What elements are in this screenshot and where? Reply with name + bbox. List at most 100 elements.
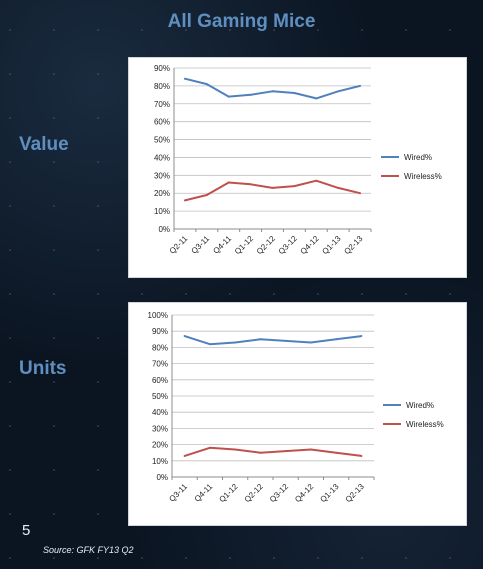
wired-data-point (293, 92, 296, 95)
units-label: Units (19, 358, 67, 379)
bg-dot (97, 117, 99, 119)
bg-dot (9, 425, 11, 427)
y-tick-label: 40% (154, 153, 170, 162)
units-chart: 0%10%20%30%40%50%60%70%80%90%100%Q3-11 Q4… (148, 311, 444, 504)
wired-series-line (184, 77, 361, 100)
bg-dot (9, 337, 11, 339)
x-tick-label: Q2-13 (344, 482, 366, 504)
wireless-series-line (184, 179, 361, 202)
wireless-data-point (208, 446, 211, 449)
y-tick-label: 80% (152, 343, 168, 352)
bg-dot (53, 249, 55, 251)
bg-dot (97, 73, 99, 75)
bg-dot (97, 337, 99, 339)
bg-dot (185, 557, 187, 559)
wireless-data-point (337, 186, 340, 189)
value-chart: 0%10%20%30%40%50%60%70%80%90%Q2-11 Q3-11 Q… (154, 64, 442, 256)
bg-dot (53, 513, 55, 515)
y-tick-label: 30% (154, 171, 170, 180)
y-tick-label: 70% (154, 100, 170, 109)
wireless-data-point (205, 194, 208, 197)
bg-dot (361, 293, 363, 295)
wired-data-point (309, 341, 312, 344)
y-tick-label: 60% (152, 376, 168, 385)
y-tick-label: 20% (154, 189, 170, 198)
legend-label: Wireless% (406, 420, 444, 429)
bg-dot (53, 425, 55, 427)
wired-data-point (183, 77, 186, 80)
bg-dot (9, 381, 11, 383)
y-tick-label: 90% (152, 327, 168, 336)
wired-data-point (208, 343, 211, 346)
bg-dot (449, 557, 451, 559)
x-tick-label: Q2-11 (168, 234, 190, 256)
bg-dot (9, 293, 11, 295)
wireless-data-point (183, 454, 186, 457)
x-tick-label: Q4-11 (193, 482, 215, 504)
bg-dot (53, 117, 55, 119)
wired-data-point (335, 338, 338, 341)
wired-data-point (359, 84, 362, 87)
bg-dot (97, 249, 99, 251)
wired-data-point (271, 90, 274, 93)
x-tick-label: Q3-11 (167, 482, 189, 504)
wireless-data-point (284, 450, 287, 453)
y-tick-label: 0% (158, 225, 170, 234)
page-number: 5 (22, 522, 31, 539)
units-chart-panel: 0% 10% 20% 30% 40% 50% 60% 70% 80% 90% 100% Q3-11 Q4… (128, 302, 467, 526)
source-note: Source: GFK FY13 Q2 (43, 545, 134, 555)
bg-dot (317, 293, 319, 295)
y-tick-label: 80% (154, 82, 170, 91)
y-tick-label: 40% (152, 408, 168, 417)
x-tick-label: Q3-12 (268, 482, 290, 504)
wireless-data-point (309, 448, 312, 451)
wired-data-point (227, 95, 230, 98)
wired-data-point (234, 341, 237, 344)
bg-dot (9, 117, 11, 119)
bg-dot (9, 557, 11, 559)
bg-dot (53, 73, 55, 75)
bg-dot (229, 293, 231, 295)
y-tick-label: 50% (152, 392, 168, 401)
x-tick-label: Q4-11 (211, 234, 233, 256)
wired-data-point (284, 339, 287, 342)
bg-dot (185, 293, 187, 295)
legend-label: Wired% (406, 401, 434, 410)
y-tick-label: 10% (152, 457, 168, 466)
y-tick-label: 70% (152, 360, 168, 369)
bg-dot (97, 293, 99, 295)
x-tick-label: Q2-12 (255, 234, 277, 256)
bg-dot (53, 161, 55, 163)
x-tick-label: Q1-12 (233, 234, 255, 256)
wireless-data-point (227, 181, 230, 184)
bg-dot (229, 557, 231, 559)
wireless-data-point (183, 199, 186, 202)
bg-dot (273, 293, 275, 295)
legend-label: Wired% (404, 153, 432, 162)
bg-dot (53, 557, 55, 559)
y-tick-label: 0% (156, 473, 168, 482)
bg-dot (449, 293, 451, 295)
bg-dot (53, 205, 55, 207)
legend-label: Wireless% (404, 172, 442, 181)
wireless-data-point (249, 183, 252, 186)
x-tick-label: Q1-13 (320, 234, 342, 256)
bg-dot (53, 381, 55, 383)
y-tick-label: 100% (148, 311, 168, 320)
y-tick-label: 20% (152, 441, 168, 450)
wired-data-point (183, 335, 186, 338)
bg-dot (97, 557, 99, 559)
wireless-data-point (271, 186, 274, 189)
bg-dot (97, 425, 99, 427)
bg-dot (141, 557, 143, 559)
value-label: Value (19, 134, 69, 155)
x-tick-label: Q2-12 (243, 482, 265, 504)
bg-dot (141, 293, 143, 295)
bg-dot (9, 73, 11, 75)
value-chart-panel: 0% 10% 20% 30% 40% 50% 60% 70% 80% 90% Q2-11 Q3-11 Q… (128, 57, 467, 278)
slide-title: All Gaming Mice (167, 11, 316, 32)
wired-data-point (360, 335, 363, 338)
bg-dot (53, 469, 55, 471)
y-tick-label: 10% (154, 207, 170, 216)
bg-dot (317, 557, 319, 559)
